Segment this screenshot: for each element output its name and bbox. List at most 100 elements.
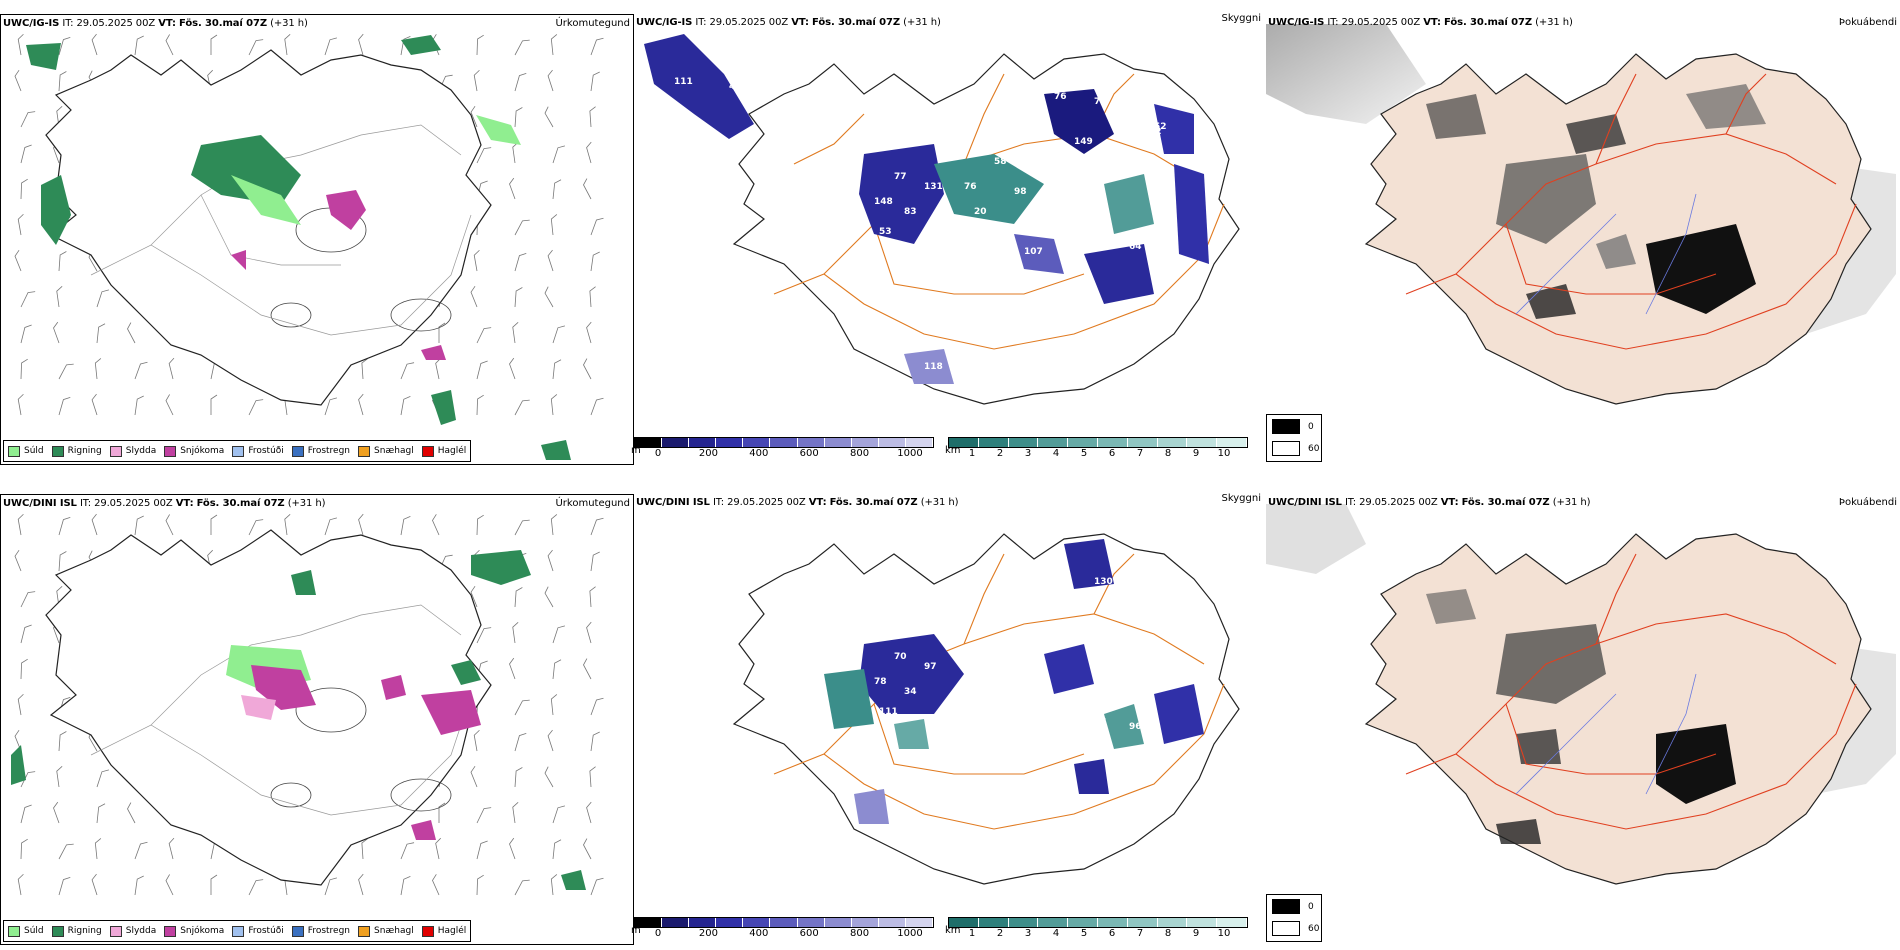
wind-barb [56, 286, 63, 308]
wind-barb [91, 873, 98, 896]
colorbar-cell [878, 918, 906, 927]
colorbar-tick: 200 [698, 928, 718, 939]
wind-barb [552, 179, 562, 200]
colorbar-tick: 400 [749, 928, 769, 939]
cloud-base-label: 107 [1024, 247, 1043, 257]
colorbar-cell [949, 438, 979, 447]
wind-barb [476, 840, 488, 860]
colorbar-tick: 8 [1164, 928, 1172, 939]
cloud-base-label: 128 [1094, 237, 1113, 247]
panel-title: Úrkomutegund [555, 498, 630, 509]
cloud-base-label: 34 [904, 687, 917, 697]
cloud-base-label: 99 [994, 637, 1007, 647]
legend-swatch [51, 445, 64, 457]
wind-barb [438, 322, 446, 343]
cloud-base-label: 111 [879, 707, 898, 717]
precip-type-panel-row1: UWC/IG-IS IT: 29.05.2025 00Z VT: Fös. 30… [0, 14, 634, 465]
wind-barb [476, 874, 484, 896]
cloud-base-labels: 111 49 77 131 148 83 53 76 58 52 98 76 76 70 52 107 108 1… [674, 77, 1172, 372]
wind-barb [248, 519, 264, 536]
colorbar-tick: 9 [1192, 928, 1200, 939]
legend-item: Rigning [51, 925, 102, 937]
colorbar-cell [635, 918, 663, 927]
colorbar-cell [878, 438, 906, 447]
legend-item: Slydda [109, 925, 156, 937]
colorbar-cell [1127, 918, 1158, 927]
cloud-base-labels: 106 77 70 97 78 34 111 106 99 69 201 73 130 88 111 16 11… [674, 557, 1168, 737]
iceland-outline [1364, 53, 1872, 405]
wind-barb [550, 394, 558, 416]
cloud-base-label: 23 [1094, 717, 1107, 727]
wind-barb [58, 251, 67, 272]
colorbar-tick: 7 [1136, 448, 1144, 459]
wind-barb [514, 219, 530, 236]
colorbar-cell [635, 438, 663, 447]
wind-barb [20, 111, 36, 128]
cloud-base-label: 73 [1054, 572, 1067, 582]
colorbar-tick: 6 [1108, 928, 1116, 939]
wind-barb [56, 766, 63, 788]
legend-item: Frostúði [232, 445, 284, 457]
cloud-base-label: 52 [1154, 122, 1167, 132]
panel-title: Úrkomutegund [555, 18, 630, 29]
colorbar-cell [743, 438, 771, 447]
wind-barb [14, 729, 22, 752]
wind-barb [20, 804, 32, 824]
cloud-base-label: 69 [1154, 602, 1167, 612]
run-header: UWC/IG-IS IT: 29.05.2025 00Z VT: Fös. 30… [636, 17, 941, 28]
cloud-base-label: 53 [879, 227, 892, 237]
colorbar-tick: 1000 [897, 928, 923, 939]
colorbar-cell [905, 438, 934, 447]
wind-barb [473, 729, 480, 752]
wind-barb [53, 801, 60, 824]
wind-barb [91, 513, 98, 536]
cloud-base-areas [824, 539, 1204, 824]
wind-barb [509, 177, 516, 200]
cloud-map: 106 77 70 97 78 34 111 106 99 69 201 73 130 88 111 16 11… [674, 533, 1240, 885]
colorbar-cell [716, 918, 744, 927]
wind-barb [91, 393, 98, 416]
wind-barb [550, 514, 558, 536]
colorbar-cell [662, 918, 690, 927]
wind-barb [56, 586, 63, 608]
legend-swatch [164, 925, 177, 937]
wind-barb [550, 214, 558, 236]
visibility-colorbar: 1 2 3 4 5 6 7 8 9 10 km [945, 437, 1248, 459]
colorbar-cell [1097, 918, 1128, 927]
colorbar-tick: 9 [1192, 448, 1200, 459]
fog-swatch [1272, 899, 1300, 914]
wind-barb [476, 327, 492, 344]
cloud-base-label: 76 [1094, 97, 1107, 107]
wind-barb [438, 802, 446, 823]
cloud-base-label: 70 [894, 652, 907, 662]
colorbar-cell [1068, 438, 1098, 447]
wind-barb [400, 362, 415, 380]
precip-legend: Súld Rigning Slydda Snjókoma Frostúði Frostre… [3, 920, 472, 942]
legend-item: Súld [8, 925, 44, 937]
colorbar-cell [1068, 918, 1098, 927]
wind-barb [324, 37, 337, 56]
wind-barb [58, 37, 71, 56]
legend-label: Rigning [67, 446, 102, 456]
cloud-base-label: 201 [1014, 667, 1033, 677]
cloud-base-label: 130 [1094, 577, 1113, 587]
colorbar-tick: 10 [1217, 448, 1231, 459]
colorbar-cell [689, 438, 717, 447]
fog-legend-value: 0 [1308, 901, 1314, 912]
wind-barb [20, 178, 28, 200]
wind-barb [20, 624, 32, 644]
rivers [1515, 193, 1697, 315]
wind-barb [17, 393, 24, 416]
wind-barb [514, 253, 527, 272]
cloud-base-label: 131 [924, 182, 943, 192]
legend-swatch [8, 445, 20, 457]
wind-barb [134, 395, 144, 416]
wind-barb [476, 360, 488, 380]
wind-barb [512, 802, 519, 824]
cloud-base-label: 149 [1074, 137, 1093, 147]
glacier-contours [270, 687, 452, 812]
fog-areas [1426, 84, 1766, 319]
colorbar-cell [797, 918, 825, 927]
fog-swatch [1272, 419, 1300, 434]
colorbar-cell [770, 438, 798, 447]
